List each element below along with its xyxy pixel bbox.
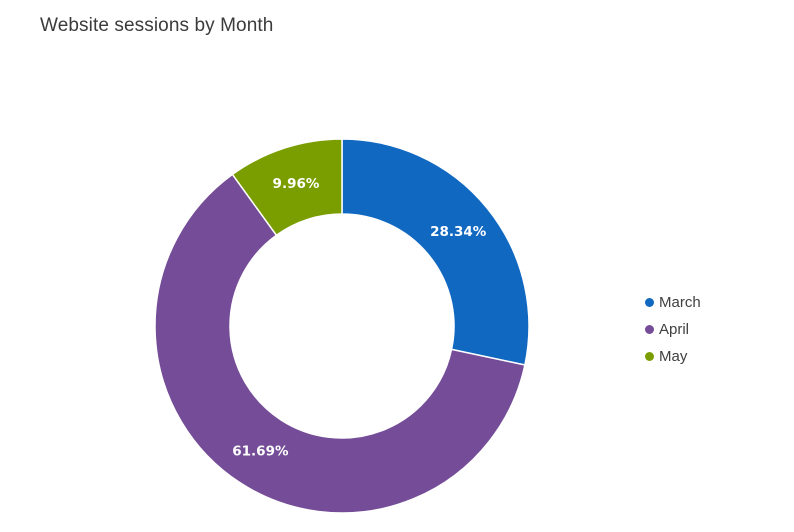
legend-label: May: [659, 348, 688, 365]
legend-label: March: [659, 294, 701, 311]
legend-item-april[interactable]: April: [645, 316, 701, 343]
slice-label-may: 9.96%: [273, 176, 320, 192]
legend-item-may[interactable]: May: [645, 343, 701, 370]
donut-slice-april[interactable]: [154, 173, 526, 514]
donut-slices: [154, 138, 530, 514]
legend-item-march[interactable]: March: [645, 289, 701, 316]
legend-label: April: [659, 321, 690, 338]
donut-slice-march[interactable]: [341, 138, 530, 366]
chart-legend: March April May: [645, 289, 701, 370]
donut-slice-may[interactable]: [231, 138, 343, 237]
slice-label-march: 28.34%: [430, 224, 487, 240]
legend-swatch: [645, 325, 654, 334]
legend-swatch: [645, 352, 654, 361]
slice-label-april: 61.69%: [232, 443, 289, 459]
chart-title: Website sessions by Month: [40, 15, 274, 36]
legend-swatch: [645, 298, 654, 307]
donut-slice-labels: 28.34% 61.69% 9.96%: [232, 176, 487, 459]
